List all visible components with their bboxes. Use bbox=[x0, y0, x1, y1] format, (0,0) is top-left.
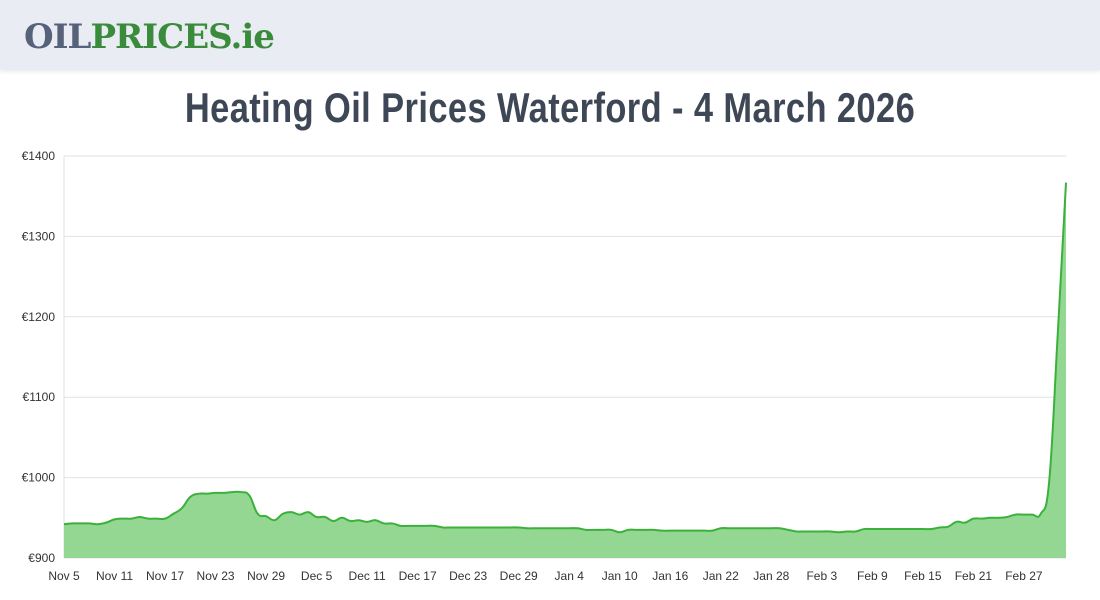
x-tick-label: Feb 27 bbox=[1005, 569, 1043, 583]
x-tick-label: Feb 9 bbox=[857, 569, 888, 583]
x-tick-label: Feb 3 bbox=[806, 569, 837, 583]
x-tick-label: Feb 15 bbox=[904, 569, 942, 583]
x-tick-label: Dec 17 bbox=[399, 569, 437, 583]
price-area bbox=[64, 182, 1066, 559]
x-tick-label: Nov 29 bbox=[247, 569, 285, 583]
x-tick-label: Nov 23 bbox=[197, 569, 235, 583]
y-tick-label: €1100 bbox=[23, 390, 56, 404]
x-tick-label: Nov 17 bbox=[146, 569, 184, 583]
x-tick-label: Dec 5 bbox=[301, 569, 333, 583]
y-tick-label: €1200 bbox=[22, 310, 56, 324]
price-line bbox=[63, 182, 1067, 534]
y-tick-label: €1300 bbox=[22, 229, 56, 243]
x-tick-label: Jan 10 bbox=[602, 569, 638, 583]
x-tick-label: Feb 21 bbox=[955, 569, 993, 583]
x-tick-label: Dec 23 bbox=[449, 569, 487, 583]
y-tick-label: €900 bbox=[28, 551, 55, 565]
x-tick-label: Nov 11 bbox=[96, 569, 133, 583]
site-logo[interactable]: OILPRICES.ie bbox=[24, 17, 275, 57]
x-tick-label: Jan 22 bbox=[703, 569, 739, 583]
x-tick-label: Dec 29 bbox=[500, 569, 538, 583]
site-header: OILPRICES.ie bbox=[0, 0, 1100, 70]
y-tick-label: €1000 bbox=[22, 471, 56, 485]
y-tick-label: €1400 bbox=[22, 149, 56, 163]
x-tick-label: Jan 16 bbox=[652, 569, 688, 583]
x-tick-label: Dec 11 bbox=[349, 569, 386, 583]
x-tick-label: Nov 5 bbox=[48, 569, 80, 583]
x-tick-label: Jan 4 bbox=[555, 569, 585, 583]
page-title: Heating Oil Prices Waterford - 4 March 2… bbox=[184, 84, 916, 131]
x-tick-label: Jan 28 bbox=[753, 569, 789, 583]
